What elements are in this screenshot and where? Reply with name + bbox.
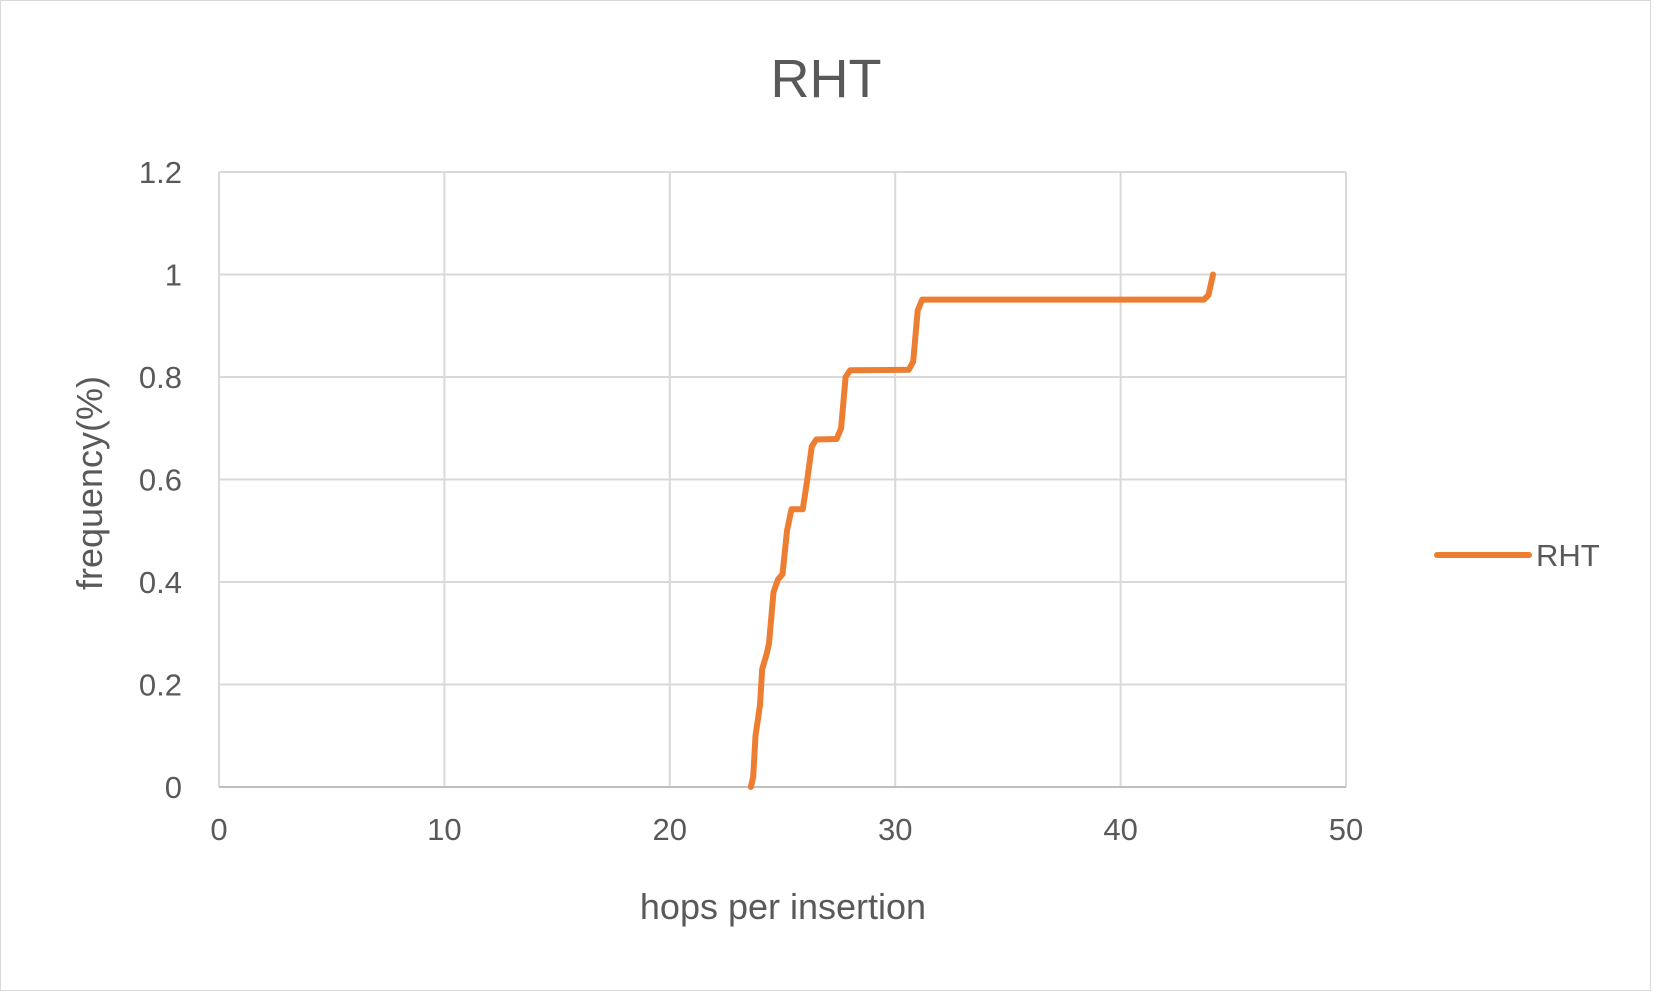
- x-tick-label: 0: [210, 812, 227, 847]
- y-tick-label: 1.2: [139, 155, 182, 190]
- x-tick-label: 30: [878, 812, 912, 847]
- x-tick-label: 40: [1103, 812, 1137, 847]
- grid-lines: [218, 171, 1347, 788]
- series-layer: [747, 271, 1216, 790]
- x-tick-label: 10: [427, 812, 461, 847]
- x-tick-label: 20: [653, 812, 687, 847]
- y-tick-label: 0.2: [139, 668, 182, 703]
- axes: 0 10 20 30 40 50 0 0.2 0.4 0.6 0.8 1 1.2: [139, 155, 1363, 847]
- legend-label-rht: RHT: [1536, 538, 1600, 573]
- x-axis-title: hops per insertion: [640, 886, 926, 927]
- y-tick-label: 0.6: [139, 463, 182, 498]
- x-tick-label: 50: [1329, 812, 1363, 847]
- series-line-rht: [747, 271, 1216, 790]
- y-tick-label: 0.4: [139, 565, 182, 600]
- y-tick-label: 0.8: [139, 360, 182, 395]
- legend: RHT: [1434, 538, 1600, 573]
- y-tick-label: 1: [165, 258, 182, 293]
- y-axis-title: frequency(%): [69, 376, 110, 590]
- chart-title: RHT: [771, 49, 882, 109]
- y-tick-label: 0: [165, 770, 182, 805]
